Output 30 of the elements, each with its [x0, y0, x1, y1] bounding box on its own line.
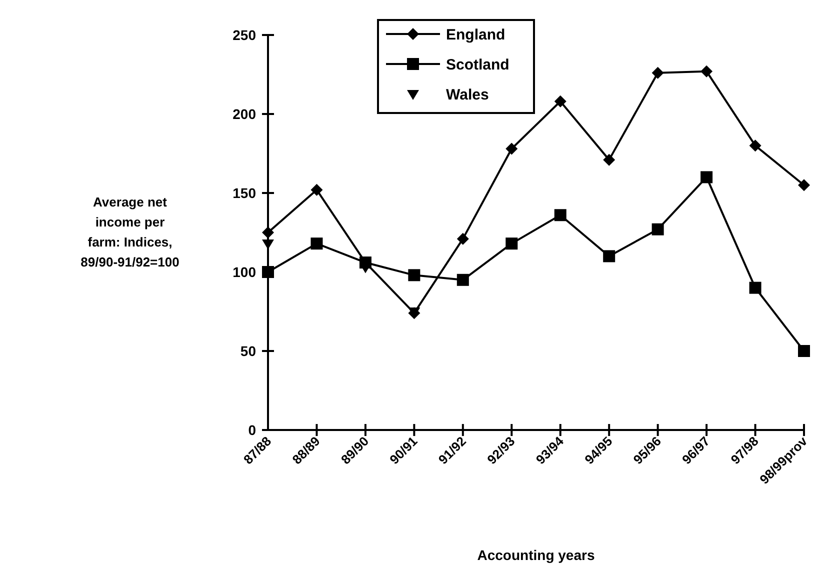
x-axis-title: Accounting years [477, 547, 595, 563]
y-tick-label: 200 [232, 106, 256, 122]
point [603, 250, 616, 262]
y-tick-label: 150 [232, 184, 256, 201]
point [310, 238, 323, 250]
point [456, 232, 469, 245]
legend-label: England [446, 26, 506, 44]
y-tick-label: 100 [232, 264, 256, 280]
point [749, 282, 762, 294]
legend-label: Wales [446, 86, 489, 104]
point [798, 345, 810, 357]
point [456, 274, 469, 286]
point [408, 269, 420, 282]
point [310, 184, 323, 196]
point [700, 65, 713, 78]
y-axis-title: Average net income per farm: Indices, 89/90-91/92=100 [80, 194, 180, 270]
point [506, 238, 518, 250]
point [798, 179, 810, 192]
point [700, 171, 713, 184]
y-tick-label: 50 [240, 342, 256, 359]
point [554, 95, 566, 108]
point [652, 223, 664, 236]
point [603, 154, 616, 166]
legend-label: Scotland [446, 56, 510, 74]
point [554, 209, 566, 222]
point [506, 142, 518, 155]
point [652, 66, 664, 79]
point [749, 140, 762, 152]
y-tick-label: 0 [248, 422, 256, 438]
y-tick-label: 250 [232, 26, 256, 43]
